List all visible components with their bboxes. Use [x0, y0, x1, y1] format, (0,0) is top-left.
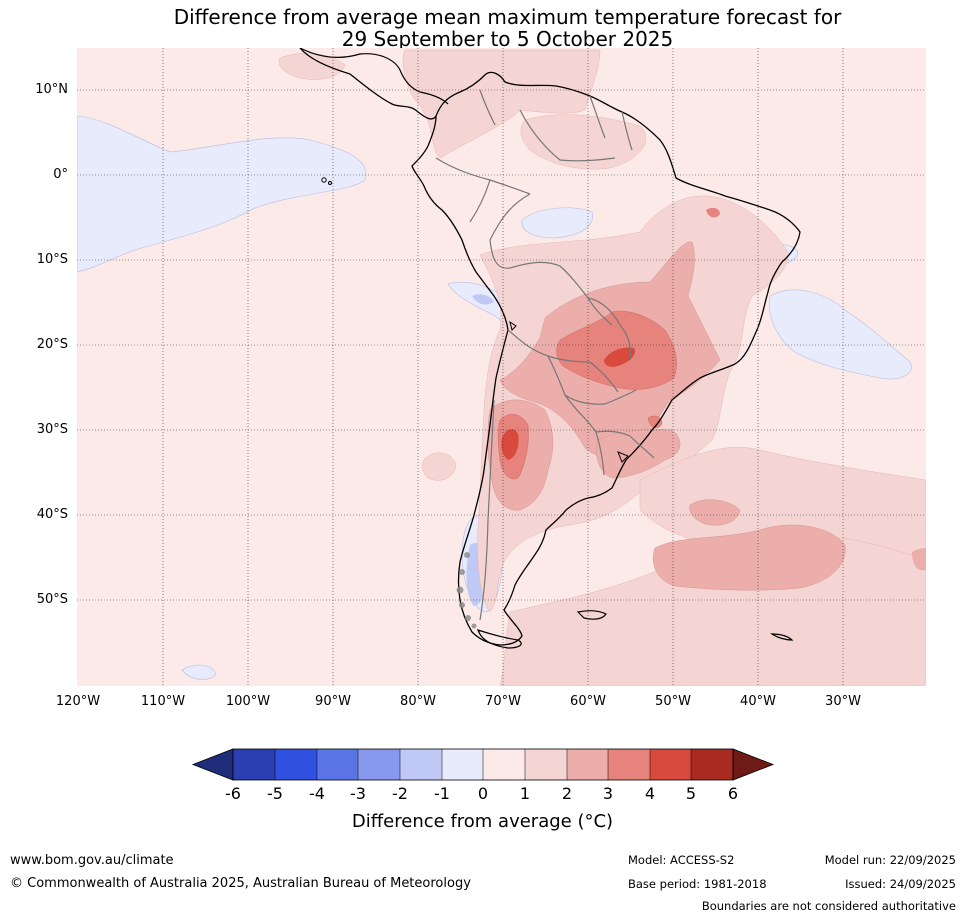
model-run: Model run: 22/09/2025	[824, 853, 956, 867]
anomaly-caribbean-warm	[402, 49, 601, 159]
anomaly-atlantic-cool	[768, 289, 912, 380]
lon-label-110w: 110°W	[140, 694, 186, 709]
boundary-disclaimer: Boundaries are not considered authoritat…	[701, 899, 956, 913]
lon-label-50w: 50°W	[655, 694, 691, 709]
lon-label-120w: 120°W	[55, 694, 101, 709]
base-period: Base period: 1981-2018	[628, 877, 767, 891]
country-borders	[435, 89, 655, 621]
colorbar-swatch	[567, 749, 608, 780]
colorbar-swatch	[358, 749, 400, 780]
colorbar-swatch	[442, 749, 483, 780]
anomaly-amazon-cool	[521, 207, 593, 239]
lat-label-20s: 20°S	[36, 337, 68, 352]
anomaly-argentina-hottest	[501, 429, 519, 460]
colorbar-tick: 3	[602, 784, 614, 803]
chile-fjords	[456, 552, 477, 629]
anomaly-south-atlantic-patch	[689, 499, 741, 526]
colorbar-tick: 2	[561, 784, 573, 803]
anomaly-uruguay-warm	[596, 429, 681, 479]
lon-label-100w: 100°W	[225, 694, 271, 709]
colorbar-tick: -5	[267, 784, 283, 803]
colorbar-swatch	[691, 749, 733, 780]
anomaly-pacific-coast-warm	[422, 452, 457, 481]
anomaly-brazil-coast-hot	[647, 415, 663, 429]
colorbar-swatch	[400, 749, 442, 780]
anomaly-east-edge-warm	[912, 548, 926, 571]
lon-label-30w: 30°W	[825, 694, 861, 709]
colorbar-tick: -2	[392, 784, 408, 803]
title-line-2: 29 September to 5 October 2025	[341, 27, 674, 51]
anomaly-brazil-small-hot	[706, 207, 720, 218]
colorbar-tick: -6	[225, 784, 241, 803]
colorbar-tick: 1	[519, 784, 531, 803]
lat-label-30s: 30°S	[36, 422, 68, 437]
colorbar-tick: 4	[644, 784, 656, 803]
lon-label-70w: 70°W	[485, 694, 521, 709]
colorbar-title: Difference from average (°C)	[351, 811, 614, 832]
lon-label-90w: 90°W	[315, 694, 351, 709]
colorbar-tick: 0	[477, 784, 489, 803]
lat-label-50s: 50°S	[36, 592, 68, 607]
model-name: Model: ACCESS-S2	[628, 853, 735, 867]
galapagos-islands	[321, 177, 332, 185]
colorbar-tick: -1	[434, 784, 450, 803]
falkland-islands	[576, 610, 607, 620]
tierra-del-fuego	[477, 629, 522, 649]
website-link[interactable]: www.bom.gov.au/climate	[10, 853, 174, 868]
anomaly-guiana-warm	[520, 114, 646, 170]
colorbar-tick: -4	[309, 784, 325, 803]
colorbar-swatch	[650, 749, 691, 780]
anomaly-south-atlantic-warmer	[652, 524, 846, 591]
lat-label-10s: 10°S	[36, 252, 68, 267]
lon-label-80w: 80°W	[400, 694, 436, 709]
lon-label-40w: 40°W	[740, 694, 776, 709]
central-america-coast	[299, 48, 449, 105]
colorbar	[191, 748, 775, 781]
anomaly-paraguay-hottest	[604, 347, 636, 367]
lat-label-0: 0°	[53, 167, 68, 182]
colorbar-extend-low	[191, 748, 234, 781]
graticule	[77, 48, 926, 686]
colorbar-swatch	[275, 749, 317, 780]
colorbar-swatch	[483, 749, 525, 780]
copyright-text: © Commonwealth of Australia 2025, Austra…	[10, 876, 471, 891]
colorbar-swatch	[525, 749, 567, 780]
colorbar-tick: 6	[727, 784, 739, 803]
lagoa-dos-patos	[617, 451, 629, 463]
colorbar-extend-high	[732, 748, 775, 781]
colorbar-swatch	[608, 749, 650, 780]
colorbar-swatch	[317, 749, 358, 780]
colorbar-tick: -3	[350, 784, 366, 803]
issued-date: Issued: 24/09/2025	[845, 877, 956, 891]
lake-titicaca	[509, 320, 517, 331]
anomaly-south-pacific-cool	[181, 664, 217, 680]
lat-label-10n: 10°N	[35, 82, 68, 97]
anomaly-pacific-cool	[77, 115, 367, 273]
colorbar-swatch	[233, 749, 275, 780]
lat-label-40s: 40°S	[36, 507, 68, 522]
anomaly-altiplano-cooler	[472, 294, 494, 305]
south-georgia	[770, 633, 794, 641]
title-line-1: Difference from average mean maximum tem…	[173, 5, 842, 29]
colorbar-tick: 5	[685, 784, 697, 803]
lon-label-60w: 60°W	[570, 694, 606, 709]
